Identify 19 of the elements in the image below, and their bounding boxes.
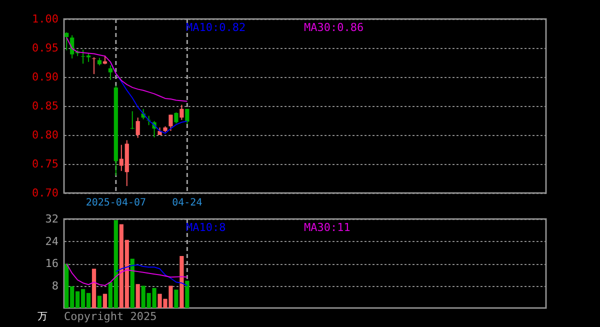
x-tick-label: 2025-04-07 <box>86 198 146 208</box>
y-tick-label: 0.95 <box>32 42 58 54</box>
y-tick-label: 0.90 <box>32 70 58 84</box>
y-tick-label: 16 <box>45 257 58 270</box>
y-tick-label: 1.00 <box>32 12 58 26</box>
text: MA10:0.82 <box>186 21 246 34</box>
y-tick-label: 24 <box>45 234 59 248</box>
y-tick-label: 0.70 <box>32 186 58 200</box>
y-tick-label: 0.75 <box>32 158 58 170</box>
y-tick-label: 8 <box>52 279 58 292</box>
text: MA30:0.86 <box>304 21 364 34</box>
y-tick-label: 0.85 <box>32 100 58 112</box>
text: MA30:11 <box>304 221 350 234</box>
y-axis-title: 万 <box>38 312 48 322</box>
y-tick-label: 32 <box>45 212 58 226</box>
text: MA10:8 <box>186 221 226 234</box>
text: Copyright 2025 <box>64 310 157 323</box>
x-tick-label: 04-24 <box>172 198 202 208</box>
y-tick-label: 0.80 <box>32 128 58 142</box>
